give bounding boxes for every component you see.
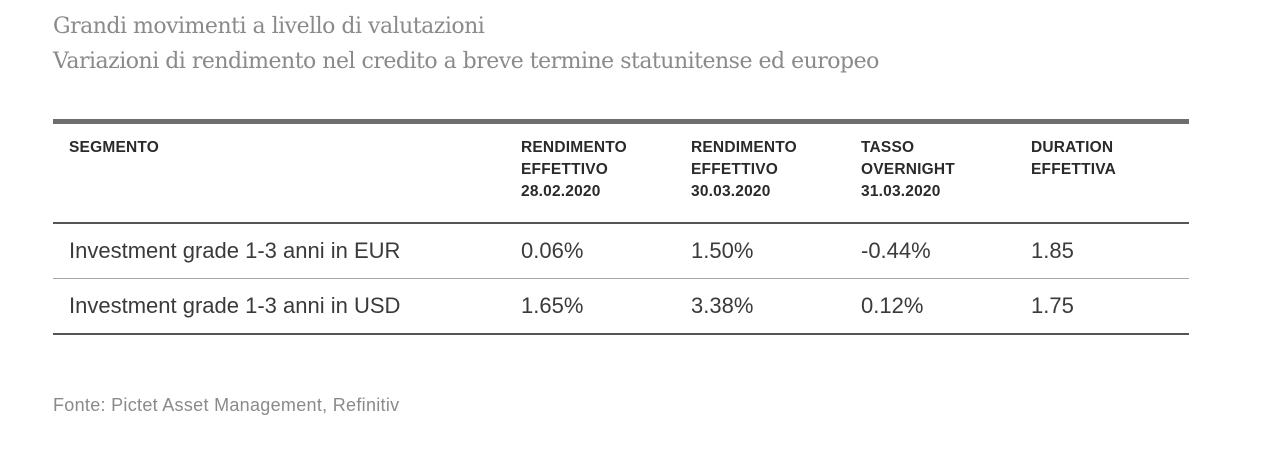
yield-table: SEGMENTO RENDIMENTO EFFETTIVO 28.02.2020… bbox=[53, 119, 1189, 335]
table-title: Grandi movimenti a livello di valutazion… bbox=[53, 14, 485, 39]
header-duration: DURATION EFFETTIVA bbox=[1031, 139, 1117, 178]
table-row-eur: Investment grade 1-3 anni in EUR 0.06% 1… bbox=[53, 223, 1189, 279]
table-header-row: SEGMENTO RENDIMENTO EFFETTIVO 28.02.2020… bbox=[53, 121, 1189, 223]
cell-duration: 1.85 bbox=[1031, 238, 1074, 263]
cell-yield-mar: 3.38% bbox=[691, 293, 754, 318]
header-segmento: SEGMENTO bbox=[69, 139, 160, 156]
header-rendimento-30-03: RENDIMENTO EFFETTIVO 30.03.2020 bbox=[691, 139, 797, 200]
cell-overnight-rate: -0.44% bbox=[861, 238, 931, 263]
table-row-usd: Investment grade 1-3 anni in USD 1.65% 3… bbox=[53, 279, 1189, 334]
cell-segment: Investment grade 1-3 anni in EUR bbox=[69, 238, 401, 263]
yield-table-container: SEGMENTO RENDIMENTO EFFETTIVO 28.02.2020… bbox=[53, 119, 1189, 335]
cell-yield-feb: 0.06% bbox=[521, 238, 584, 263]
header-tasso-overnight: TASSO OVERNIGHT 31.03.2020 bbox=[861, 139, 955, 200]
header-rendimento-28-02: RENDIMENTO EFFETTIVO 28.02.2020 bbox=[521, 139, 627, 200]
cell-yield-mar: 1.50% bbox=[691, 238, 754, 263]
cell-overnight-rate: 0.12% bbox=[861, 293, 924, 318]
cell-yield-feb: 1.65% bbox=[521, 293, 584, 318]
source-note: Fonte: Pictet Asset Management, Refiniti… bbox=[53, 395, 400, 415]
table-subtitle: Variazioni di rendimento nel credito a b… bbox=[53, 49, 879, 74]
cell-segment: Investment grade 1-3 anni in USD bbox=[69, 293, 401, 318]
cell-duration: 1.75 bbox=[1031, 293, 1074, 318]
